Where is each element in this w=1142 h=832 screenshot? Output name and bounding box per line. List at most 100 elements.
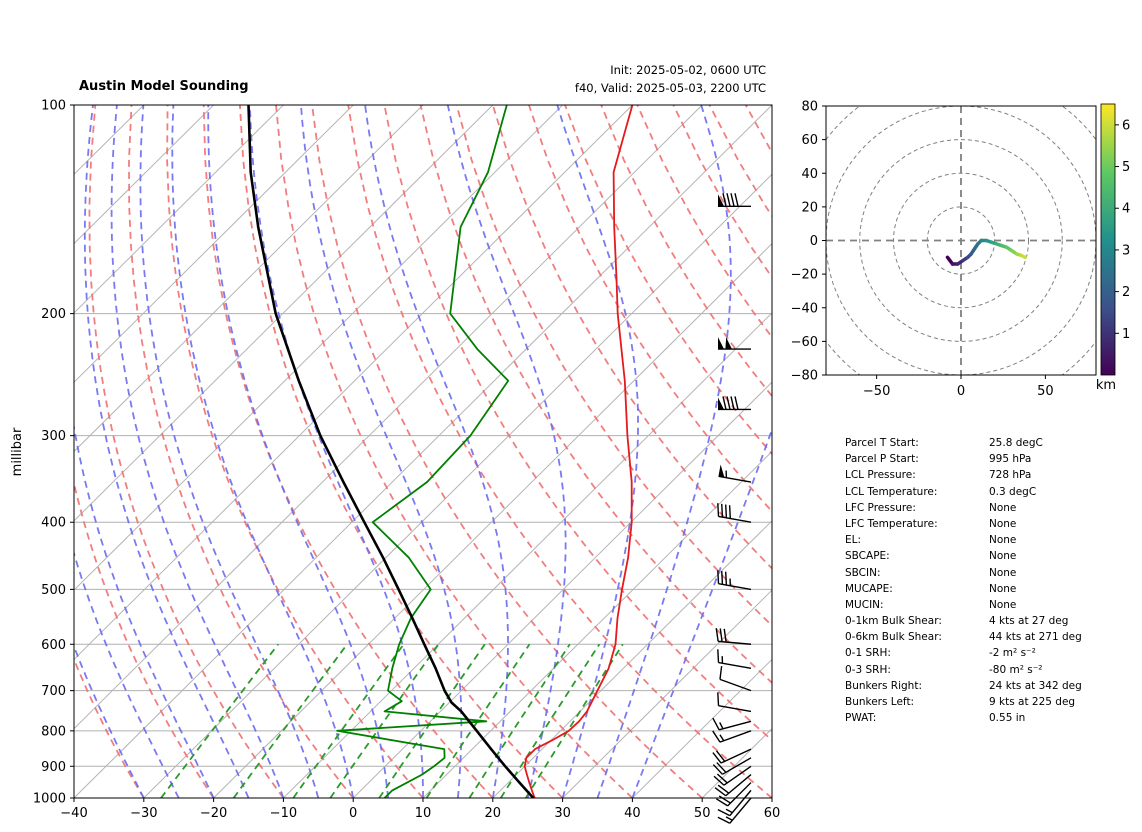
param-label: Bunkers Left: [845,696,915,708]
mixing-ratio-line [292,643,405,798]
param-value: 9 kts at 225 deg [989,696,1076,708]
barb-flag [718,337,724,350]
y-axis-label: millibar [10,427,25,476]
wind-barb [712,730,752,743]
y-tick-label: 100 [41,99,66,114]
mixing-ratio-line [160,643,279,798]
dry-adiabat [74,479,215,798]
isotherm-line [771,797,772,798]
barb-shaft [718,720,752,731]
wind-barb [715,628,752,645]
param-label: 0-3 SRH: [845,663,891,676]
barb-full [713,775,725,786]
wind-barb [718,193,751,207]
x-tick-label: 10 [415,806,432,821]
barb-full [712,752,722,764]
y-tick-label: 900 [41,760,66,775]
wind-barb [717,692,752,713]
colorbar-tick-label: 6 [1122,118,1130,133]
param-value: -2 m² s⁻² [989,647,1036,660]
hodo-x-tick-label: 50 [1037,384,1054,399]
isotherm-line [74,105,703,730]
barb-full [734,193,739,207]
param-value: 0.55 in [989,712,1026,725]
wind-barb [718,396,751,411]
hodo-x-tick-label: −50 [863,384,890,399]
isotherm-line [74,105,494,522]
colorbar-tick-label: 5 [1122,160,1130,175]
dry-adiabat [275,105,634,798]
moist-adiabat [207,105,389,798]
barb-full [726,396,731,410]
param-value: 44 kts at 271 deg [989,631,1082,644]
temperature-trace [523,105,634,798]
moist-adiabat [300,105,463,798]
dry-adiabat [672,105,772,279]
hodo-y-tick-label: −40 [791,301,818,316]
barb-shaft [718,582,752,591]
wind-barb [712,717,752,731]
param-label: 0-1km Bulk Shear: [845,615,942,628]
dry-adiabat [128,105,354,798]
isotherm-line [74,105,354,383]
barb-full [717,816,731,824]
barb-full [722,193,727,207]
barb-flag [718,397,724,410]
dry-adiabat [88,105,285,798]
barb-shaft [718,661,752,670]
hodo-y-tick-label: −60 [791,335,818,350]
moist-adiabat [110,105,285,798]
param-label: SBCIN: [845,566,881,579]
skewt-traces [247,105,634,798]
param-label: MUCAPE: [845,582,893,595]
isotherm-line [74,105,633,661]
param-value: 4 kts at 27 deg [989,615,1069,628]
param-value: None [989,582,1017,595]
hodograph-ring [893,172,1029,309]
mixing-ratio-line [378,643,486,798]
moist-adiabat [249,105,424,798]
hodo-y-tick-label: 80 [801,100,818,115]
barb-full [718,795,731,804]
wind-barb [717,789,752,817]
dry-adiabat [347,105,772,798]
wind-barb [717,503,752,523]
barb-full [723,628,727,643]
wind-barb [718,337,751,350]
param-value: None [989,517,1017,530]
moist-adiabat [631,426,772,798]
mixing-ratio-line [329,643,440,798]
hodo-y-tick-label: −80 [791,369,818,384]
isotherm-line [74,105,772,798]
isotherm-line [74,105,424,453]
hodograph-panel: −50 0 50 80 60 40 20 0 −20 −40 −60 −80 6 5 4 3 2 1 km [791,100,1131,400]
barb-full [716,762,727,773]
barb-flag [718,194,724,207]
x-tick-label: 40 [624,806,641,821]
param-label: PWAT: [845,712,877,725]
dry-adiabat [419,105,772,684]
x-tick-label: −40 [60,806,87,821]
barb-shaft [718,640,752,645]
height-colorbar [1100,103,1116,376]
wind-barb [713,765,752,786]
y-tick-label: 300 [41,429,66,444]
dry-adiabat [166,105,424,798]
moist-adiabat [446,105,567,798]
barb-full [724,504,728,518]
barb-full [719,666,723,680]
hodo-y-tick-label: 0 [810,234,818,249]
param-value: None [989,501,1017,514]
wind-barb [712,748,752,764]
dry-adiabat [528,105,772,513]
param-label: Parcel T Start: [845,437,919,449]
param-value: None [989,598,1017,611]
barb-full [726,193,731,207]
param-label: MUCIN: [845,598,884,611]
x-tick-label: 20 [485,806,502,821]
barb-full [712,730,721,743]
colorbar-tick-label: 4 [1122,202,1130,217]
param-label: LCL Temperature: [845,485,938,498]
barb-full [715,798,729,807]
y-tick-label: 200 [41,307,66,322]
